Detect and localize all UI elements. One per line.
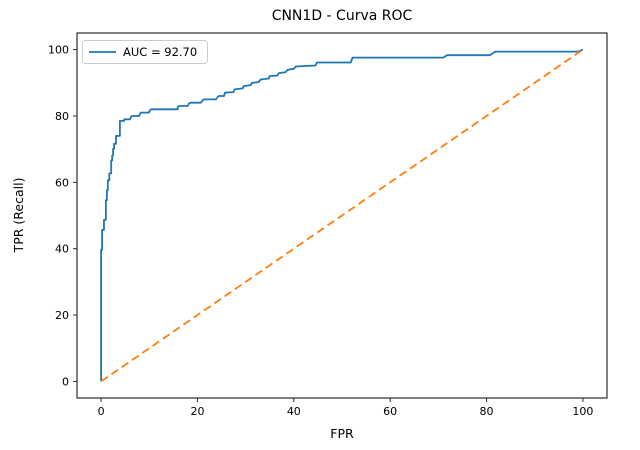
y-axis-label: TPR (Recall) xyxy=(11,178,26,254)
roc-curve xyxy=(100,48,584,382)
y-tick-label: 80 xyxy=(55,110,69,123)
y-tick-label: 60 xyxy=(55,176,69,189)
x-tick-label: 100 xyxy=(572,405,593,418)
x-tick-label: 40 xyxy=(287,405,301,418)
y-tick-label: 20 xyxy=(55,309,69,322)
x-tick-label: 20 xyxy=(190,405,204,418)
y-tick-label: 0 xyxy=(62,375,69,388)
legend: AUC = 92.70 xyxy=(82,40,208,64)
legend-box xyxy=(82,40,208,64)
chart-series xyxy=(100,48,584,383)
y-tick-label: 100 xyxy=(48,44,69,57)
legend-label: AUC = 92.70 xyxy=(123,45,197,59)
x-tick-label: 0 xyxy=(98,405,105,418)
y-tick-label: 40 xyxy=(55,243,69,256)
x-axis-label: FPR xyxy=(330,426,354,441)
chance-line xyxy=(100,48,584,383)
plot-area xyxy=(76,32,608,399)
chart-title: CNN1D - Curva ROC xyxy=(272,8,413,24)
x-tick-label: 80 xyxy=(480,405,494,418)
x-tick-label: 60 xyxy=(383,405,397,418)
axis-ticks: 0 20 40 60 80 100 0 20 40 60 80 100 xyxy=(48,44,593,418)
